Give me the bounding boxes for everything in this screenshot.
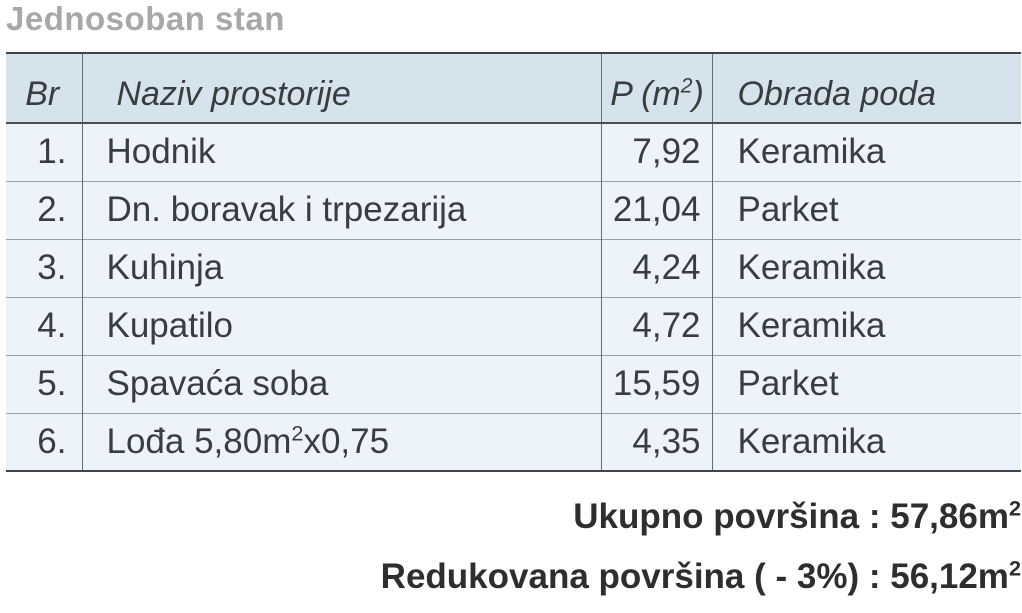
table-row: 1. Hodnik 7,92 Keramika: [6, 123, 1021, 181]
table-row: 4. Kupatilo 4,72 Keramika: [6, 296, 1021, 355]
page-title: Jednosoban stan: [6, 0, 285, 37]
table-row: 2. Dn. boravak i trpezarija 21,04 Parket: [6, 180, 1021, 239]
row-number: 6.: [6, 412, 83, 471]
column-header-naziv: Naziv prostorije: [82, 53, 602, 124]
table-row: 5. Spavaća soba 15,59 Parket: [6, 354, 1021, 413]
room-name: Spavaća soba: [82, 354, 602, 413]
table-row: 3. Kuhinja 4,24 Keramika: [6, 238, 1021, 297]
room-name-superscript: 2: [291, 420, 304, 446]
room-name: Hodnik: [82, 123, 602, 181]
row-number: 1.: [6, 123, 83, 181]
room-name: Kupatilo: [82, 296, 602, 355]
room-area: 21,04: [601, 180, 713, 239]
row-number: 4.: [6, 296, 83, 355]
room-area: 7,92: [601, 123, 713, 181]
table-body: 1. Hodnik 7,92 Keramika 2. Dn. boravak i…: [6, 123, 1021, 471]
room-area: 4,24: [601, 238, 713, 297]
floor-finish: Parket: [712, 180, 1021, 239]
summary-block: Ukupno površina : 57,86m2 Redukovana pov…: [21, 487, 1021, 607]
header-row: Br Naziv prostorije P (m2) Obrada poda: [6, 53, 1021, 124]
total-area-label: Ukupno površina : 57,86m: [573, 497, 1009, 536]
row-number: 2.: [6, 180, 83, 239]
column-header-obrada: Obrada poda: [712, 53, 1021, 124]
room-name: Kuhinja: [82, 238, 602, 297]
rooms-table: Br Naziv prostorije P (m2) Obrada poda 1…: [6, 52, 1021, 472]
table-header: Br Naziv prostorije P (m2) Obrada poda: [6, 53, 1021, 124]
floor-finish: Keramika: [712, 296, 1021, 355]
reduced-area-label: Redukovana površina ( - 3%) : 56,12m: [380, 557, 1009, 596]
area-header-prefix: P (m: [610, 75, 681, 113]
reduced-area-line: Redukovana površina ( - 3%) : 56,12m2: [21, 547, 1021, 607]
reduced-area-superscript: 2: [1008, 555, 1021, 581]
column-header-br: Br: [6, 53, 83, 124]
floor-finish: Keramika: [712, 238, 1021, 297]
room-area: 4,35: [601, 412, 713, 471]
total-area-superscript: 2: [1008, 495, 1021, 521]
room-area: 15,59: [601, 354, 713, 413]
area-header-superscript: 2: [680, 74, 693, 98]
row-number: 5.: [6, 354, 83, 413]
total-area-line: Ukupno površina : 57,86m2: [21, 487, 1021, 547]
area-header-suffix: ): [692, 75, 704, 113]
room-name: Dn. boravak i trpezarija: [82, 180, 602, 239]
room-name-suffix: x0,75: [303, 421, 390, 461]
room-name-prefix: Lođa 5,80m: [106, 421, 292, 461]
floor-finish: Keramika: [712, 412, 1021, 471]
room-name: Lođa 5,80m2x0,75: [82, 412, 602, 471]
column-header-area: P (m2): [601, 53, 713, 124]
table-row: 6. Lođa 5,80m2x0,75 4,35 Keramika: [6, 412, 1021, 471]
row-number: 3.: [6, 238, 83, 297]
floor-finish: Parket: [712, 354, 1021, 413]
floor-finish: Keramika: [737, 132, 886, 172]
room-area: 4,72: [601, 296, 713, 355]
